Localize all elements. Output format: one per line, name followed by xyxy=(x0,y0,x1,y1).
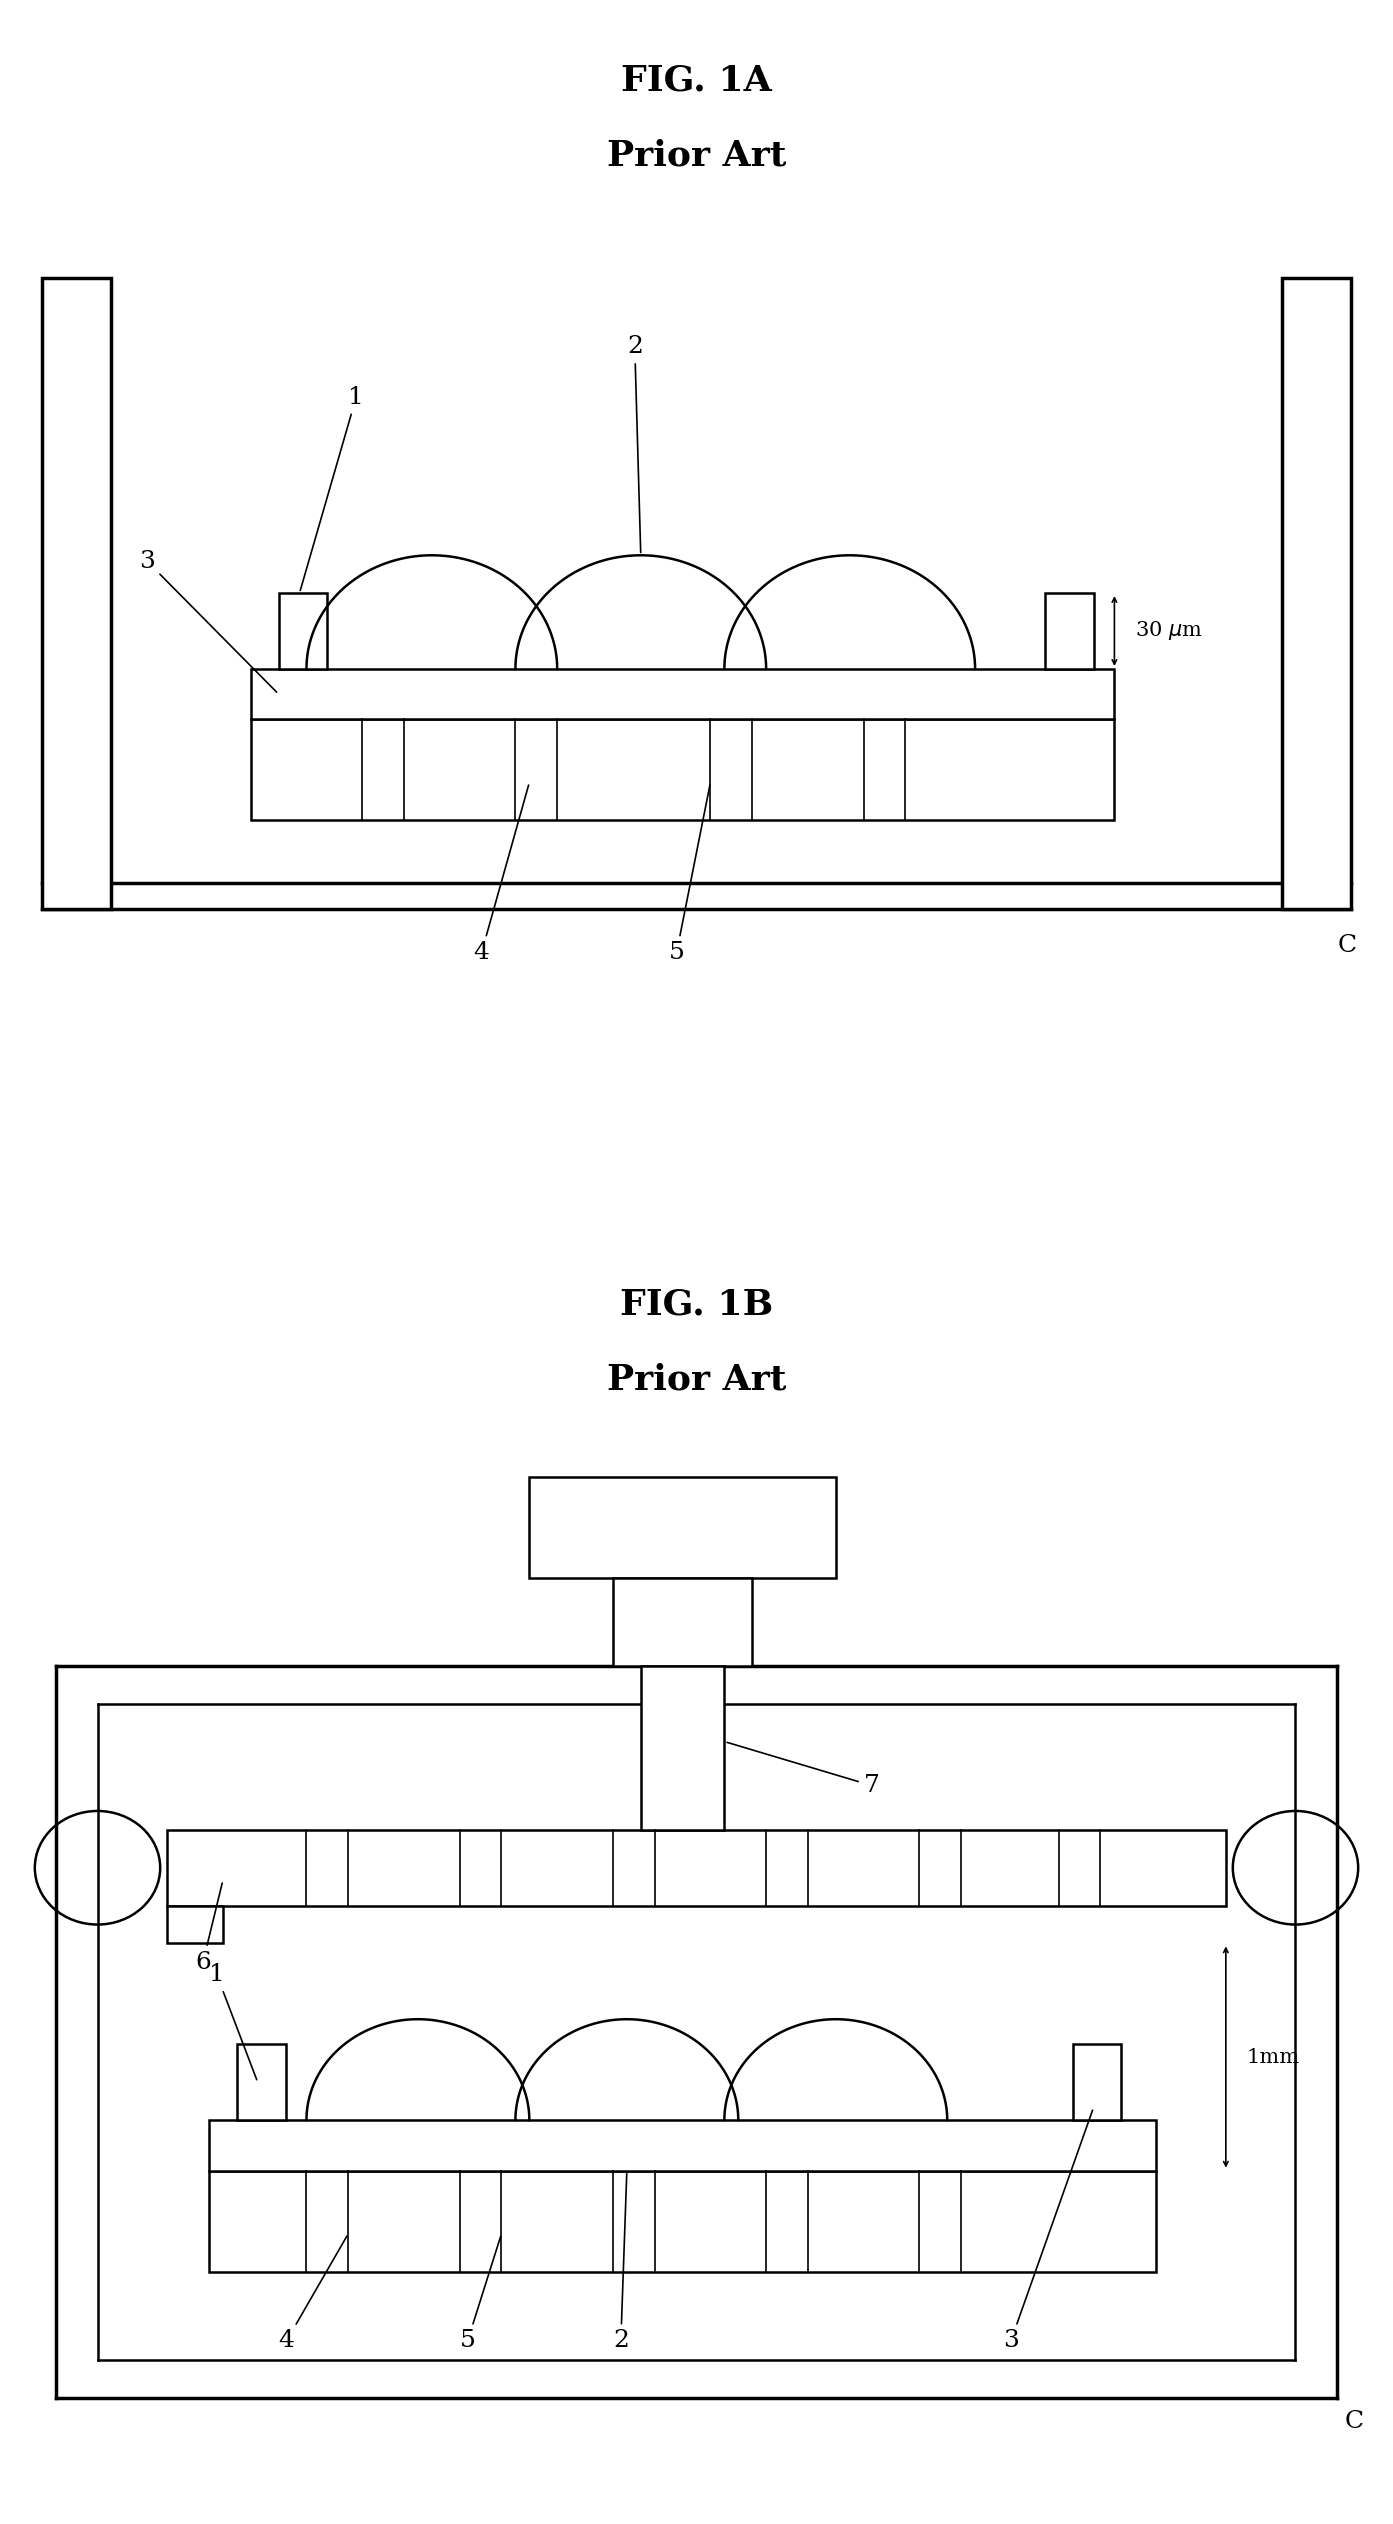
Bar xyxy=(251,669,1114,719)
Text: Prior Art: Prior Art xyxy=(607,1363,786,1396)
Text: 4: 4 xyxy=(474,785,528,964)
Text: 5: 5 xyxy=(669,785,710,964)
Bar xyxy=(613,1578,752,1666)
Text: Prior Art: Prior Art xyxy=(607,139,786,172)
Text: C: C xyxy=(1344,2410,1364,2433)
Bar xyxy=(209,2171,1156,2272)
Text: 3: 3 xyxy=(139,550,277,692)
Bar xyxy=(279,593,327,669)
Bar xyxy=(641,1666,724,1830)
Text: 4: 4 xyxy=(279,2236,347,2352)
Bar xyxy=(167,1906,223,1943)
Text: FIG. 1B: FIG. 1B xyxy=(620,1287,773,1320)
Bar xyxy=(237,2044,286,2120)
Text: 5: 5 xyxy=(460,2236,500,2352)
Bar xyxy=(251,719,1114,820)
Text: 7: 7 xyxy=(727,1742,879,1797)
Text: 6: 6 xyxy=(195,1883,223,1974)
Text: C: C xyxy=(1337,934,1357,957)
Bar xyxy=(1282,278,1351,909)
Bar xyxy=(42,278,111,909)
Text: 1: 1 xyxy=(209,1964,256,2080)
Text: 1: 1 xyxy=(301,386,364,591)
Text: 1mm: 1mm xyxy=(1247,2047,1300,2067)
Text: FIG. 1A: FIG. 1A xyxy=(621,63,772,96)
Bar xyxy=(1045,593,1094,669)
Bar xyxy=(167,1830,1226,1906)
Text: 2: 2 xyxy=(627,336,642,553)
Bar xyxy=(1073,2044,1121,2120)
Text: 3: 3 xyxy=(1003,2110,1092,2352)
Text: 2: 2 xyxy=(613,2173,628,2352)
Text: 30 $\mu$m: 30 $\mu$m xyxy=(1135,618,1204,644)
Bar xyxy=(209,2120,1156,2171)
Bar xyxy=(529,1477,836,1578)
